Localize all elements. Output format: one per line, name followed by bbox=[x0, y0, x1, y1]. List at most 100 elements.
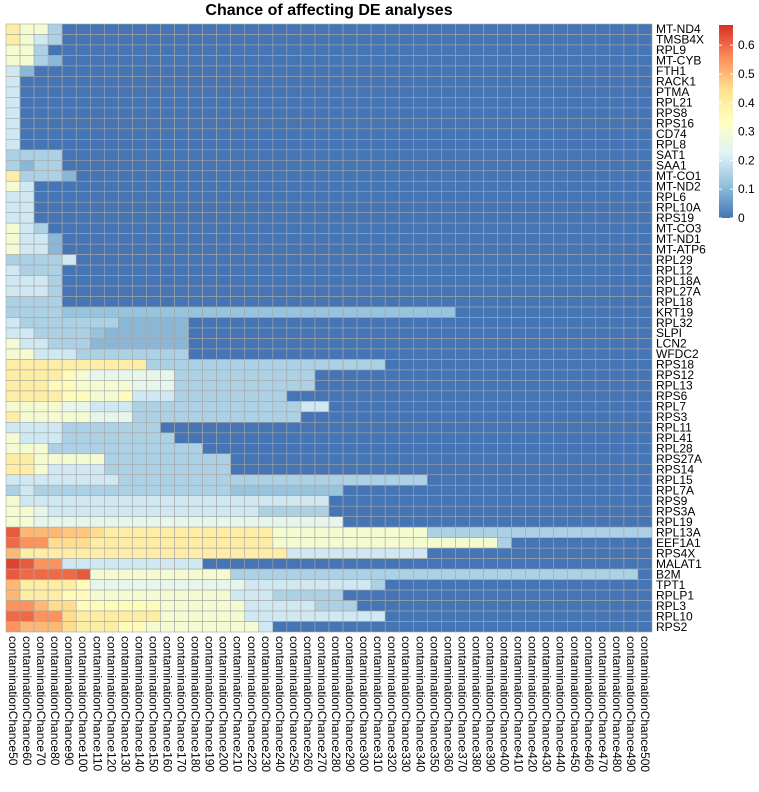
heatmap-cell bbox=[132, 401, 147, 413]
heatmap-cell bbox=[104, 233, 119, 245]
heatmap-cell bbox=[202, 474, 217, 486]
heatmap-cell bbox=[398, 621, 414, 633]
heatmap-cell bbox=[132, 296, 147, 308]
heatmap-cell bbox=[342, 484, 358, 497]
heatmap-cell bbox=[104, 463, 119, 476]
heatmap-cell bbox=[567, 390, 583, 402]
heatmap-cell bbox=[33, 97, 49, 109]
heatmap-cell bbox=[342, 516, 358, 528]
heatmap-cell bbox=[314, 338, 330, 350]
heatmap-cell bbox=[370, 317, 386, 329]
heatmap-cell bbox=[455, 296, 470, 308]
heatmap-cell bbox=[33, 327, 49, 339]
heatmap-cell bbox=[595, 348, 611, 360]
heatmap-cell bbox=[132, 139, 147, 151]
heatmap-cell bbox=[230, 327, 246, 339]
heatmap-cell bbox=[497, 128, 512, 140]
heatmap-cell bbox=[567, 505, 583, 517]
heatmap-cell bbox=[75, 610, 91, 622]
heatmap-cell bbox=[202, 484, 217, 497]
heatmap-cell bbox=[623, 65, 639, 77]
heatmap-cell bbox=[356, 55, 372, 67]
heatmap-cell bbox=[581, 201, 597, 213]
heatmap-cell bbox=[33, 23, 49, 35]
heatmap-cell bbox=[146, 327, 161, 339]
heatmap-cell bbox=[174, 296, 189, 308]
heatmap-cell bbox=[469, 463, 484, 476]
heatmap-cell bbox=[623, 296, 639, 308]
heatmap-cell bbox=[75, 275, 91, 287]
heatmap-cell bbox=[525, 275, 540, 287]
heatmap-cell bbox=[427, 505, 442, 517]
heatmap-cell bbox=[300, 422, 316, 434]
heatmap-cell bbox=[398, 76, 414, 88]
heatmap-cell bbox=[272, 97, 288, 109]
heatmap-cell bbox=[230, 254, 246, 266]
heatmap-cell bbox=[89, 359, 105, 371]
heatmap-cell bbox=[553, 516, 569, 528]
heatmap-cell bbox=[497, 369, 512, 381]
heatmap-cell bbox=[384, 526, 400, 538]
heatmap-cell bbox=[104, 589, 119, 601]
column-label: contaminationChance390 bbox=[484, 636, 498, 772]
heatmap-cell bbox=[567, 589, 583, 601]
heatmap-cell bbox=[623, 338, 639, 350]
heatmap-cell bbox=[146, 222, 161, 234]
heatmap-cell bbox=[609, 128, 625, 140]
heatmap-cell bbox=[286, 55, 302, 67]
heatmap-cell bbox=[272, 191, 288, 203]
heatmap-cell bbox=[188, 264, 203, 276]
heatmap-cell bbox=[581, 432, 597, 444]
heatmap-cell bbox=[342, 201, 358, 213]
heatmap-cell bbox=[272, 170, 288, 182]
heatmap-cell bbox=[230, 526, 246, 538]
heatmap-cell bbox=[637, 264, 653, 276]
heatmap-cell bbox=[623, 34, 639, 46]
heatmap-cell bbox=[118, 411, 133, 423]
heatmap-cell bbox=[5, 463, 21, 476]
heatmap-cell bbox=[581, 149, 597, 161]
heatmap-cell bbox=[398, 327, 414, 339]
heatmap-cell bbox=[104, 149, 119, 161]
heatmap-cell bbox=[595, 243, 611, 255]
column-label: contaminationChance160 bbox=[161, 636, 175, 772]
heatmap-cell bbox=[146, 453, 161, 465]
heatmap-cell bbox=[342, 275, 358, 287]
heatmap-cell bbox=[455, 275, 470, 287]
heatmap-cell bbox=[342, 600, 358, 612]
heatmap-cell bbox=[160, 212, 175, 224]
heatmap-cell bbox=[160, 369, 175, 381]
heatmap-cell bbox=[539, 484, 554, 497]
row-label: RACK1 bbox=[656, 75, 696, 89]
heatmap-cell bbox=[398, 338, 414, 350]
heatmap-cell bbox=[61, 97, 77, 109]
heatmap-cell bbox=[581, 44, 597, 56]
heatmap-cell bbox=[230, 443, 246, 455]
heatmap-cell bbox=[497, 422, 512, 434]
heatmap-cell bbox=[230, 369, 246, 381]
heatmap-cell bbox=[47, 149, 63, 161]
heatmap-cell bbox=[132, 568, 147, 580]
heatmap-cell bbox=[553, 526, 569, 538]
heatmap-cell bbox=[455, 306, 470, 318]
heatmap-cell bbox=[258, 107, 274, 119]
heatmap-cell bbox=[539, 285, 554, 297]
heatmap-cell bbox=[272, 401, 288, 413]
heatmap-cell bbox=[286, 474, 302, 486]
heatmap-cell bbox=[61, 411, 77, 423]
heatmap-cell bbox=[637, 359, 653, 371]
heatmap-cell bbox=[497, 380, 512, 392]
heatmap-cell bbox=[146, 296, 161, 308]
heatmap-cell bbox=[61, 369, 77, 381]
heatmap-cell bbox=[623, 139, 639, 151]
heatmap-cell bbox=[553, 558, 569, 570]
heatmap-cell bbox=[47, 401, 63, 413]
heatmap-cell bbox=[567, 306, 583, 318]
heatmap-cell bbox=[160, 610, 175, 622]
heatmap-cell bbox=[75, 55, 91, 67]
heatmap-cell bbox=[216, 55, 231, 67]
heatmap-cell bbox=[412, 568, 428, 580]
heatmap-cell bbox=[469, 254, 484, 266]
heatmap-cell bbox=[5, 306, 21, 318]
heatmap-cell bbox=[356, 285, 372, 297]
